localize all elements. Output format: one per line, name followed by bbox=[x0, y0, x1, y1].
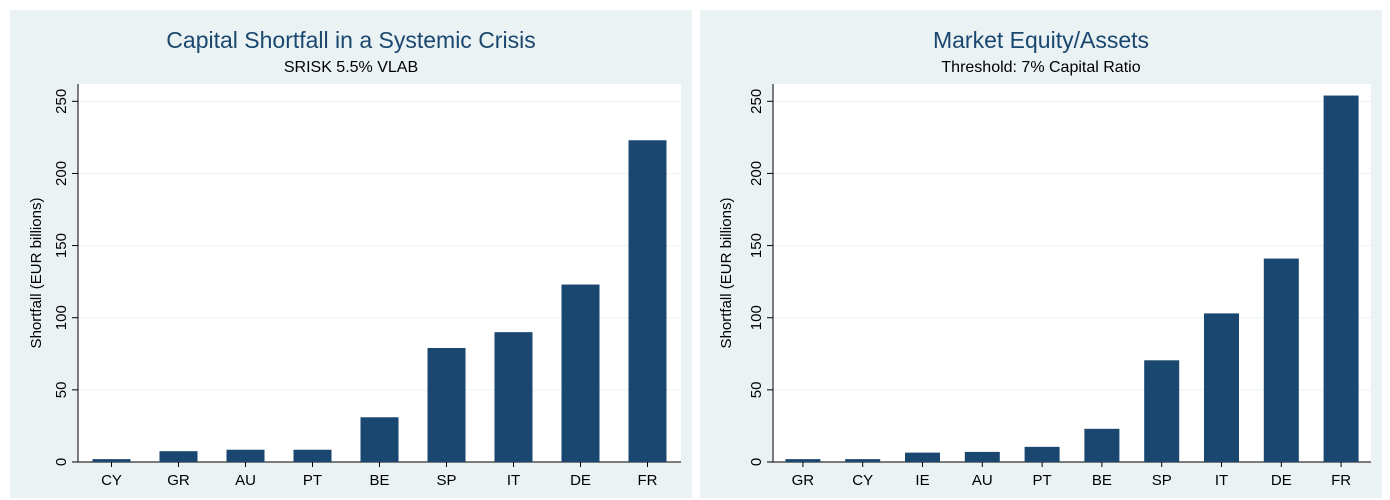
bar bbox=[1263, 258, 1299, 462]
bar bbox=[1323, 95, 1359, 462]
y-tick-label: 0 bbox=[748, 458, 765, 466]
x-tick-label: AU bbox=[235, 472, 256, 489]
x-tick-label: PT bbox=[1033, 472, 1052, 489]
y-tick-label: 250 bbox=[53, 89, 70, 114]
chart-subtitle: Threshold: 7% Capital Ratio bbox=[941, 59, 1141, 76]
bar bbox=[360, 417, 399, 462]
bar bbox=[1024, 446, 1060, 462]
x-tick-label: PT bbox=[303, 472, 322, 489]
bar bbox=[785, 459, 821, 462]
bar bbox=[92, 459, 131, 462]
chart-panel-market-equity-assets: Market Equity/Assets Threshold: 7% Capit… bbox=[700, 10, 1382, 498]
bar bbox=[628, 140, 667, 462]
x-tick-label: BE bbox=[369, 472, 389, 489]
bar bbox=[561, 284, 600, 462]
bar bbox=[226, 449, 265, 462]
y-axis-label: Shortfall (EUR billions) bbox=[718, 198, 735, 349]
bar bbox=[1204, 313, 1239, 462]
y-tick-label: 100 bbox=[748, 305, 765, 330]
y-axis-label: Shortfall (EUR billions) bbox=[28, 198, 45, 349]
y-tick-label: 150 bbox=[748, 233, 765, 258]
chart-title: Market Equity/Assets bbox=[932, 27, 1150, 53]
chart-subtitle: SRISK 5.5% VLAB bbox=[283, 59, 419, 76]
x-tick-label: FR bbox=[638, 472, 658, 489]
x-tick-label: DE bbox=[570, 472, 591, 489]
y-tick-label: 150 bbox=[53, 233, 70, 258]
bar bbox=[845, 459, 881, 462]
y-tick-label: 100 bbox=[53, 305, 70, 330]
x-tick-label: SP bbox=[1152, 472, 1172, 489]
bar bbox=[293, 449, 332, 462]
x-tick-label: DE bbox=[1271, 472, 1292, 489]
x-tick-label: FR bbox=[1331, 472, 1351, 489]
bar bbox=[905, 452, 940, 462]
x-tick-label: IE bbox=[915, 472, 929, 489]
bar-chart-plot: 0 50 100 150 200 250 CY GR AU PT BE SP IT DE FR Shortfa… bbox=[28, 84, 681, 489]
x-tick-label: IT bbox=[507, 472, 520, 489]
y-tick-label: 50 bbox=[53, 382, 70, 399]
x-tick-label: CY bbox=[101, 472, 122, 489]
y-tick-label: 50 bbox=[748, 382, 765, 399]
y-tick-label: 200 bbox=[53, 161, 70, 186]
bar bbox=[964, 451, 1000, 462]
chart-panel-capital-shortfall: Capital Shortfall in a Systemic Crisis S… bbox=[10, 10, 692, 498]
bar bbox=[1084, 428, 1120, 462]
bar bbox=[494, 332, 533, 462]
y-tick-label: 0 bbox=[53, 458, 70, 466]
bar bbox=[1144, 360, 1180, 462]
x-tick-label: GR bbox=[792, 472, 815, 489]
y-tick-label: 200 bbox=[748, 161, 765, 186]
chart-title: Capital Shortfall in a Systemic Crisis bbox=[166, 27, 536, 53]
x-tick-label: CY bbox=[852, 472, 873, 489]
y-tick-label: 250 bbox=[748, 89, 765, 114]
bar bbox=[159, 451, 198, 462]
x-tick-label: GR bbox=[167, 472, 190, 489]
x-tick-label: SP bbox=[436, 472, 456, 489]
x-tick-label: BE bbox=[1092, 472, 1112, 489]
bar bbox=[427, 348, 466, 462]
x-tick-label: AU bbox=[972, 472, 993, 489]
bar-chart-plot: 0 50 100 150 200 250 GR CY IE AU PT BE SP IT DE FR Short… bbox=[718, 84, 1371, 489]
x-tick-label: IT bbox=[1215, 472, 1228, 489]
